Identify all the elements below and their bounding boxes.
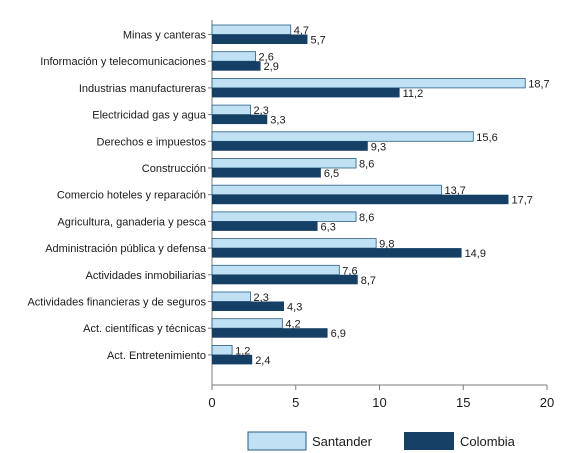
- bar-santander: [211, 211, 357, 222]
- data-label-santander: 2,3: [254, 105, 269, 117]
- bar-santander: [211, 78, 526, 89]
- bar-santander: [211, 318, 283, 329]
- category-label: Electricidad gas y agua: [92, 110, 207, 122]
- bars: [211, 24, 526, 365]
- bar-colombia: [212, 274, 358, 285]
- category-label: Administración pública y defensa: [45, 243, 207, 255]
- bar-santander: [211, 24, 292, 35]
- legend-swatch-colombia: [404, 432, 454, 450]
- bar-colombia: [212, 221, 318, 231]
- x-tick-label: 10: [372, 395, 386, 410]
- bar-colombia: [212, 114, 268, 125]
- data-label-santander: 4,2: [285, 319, 300, 331]
- category-label: Minas y canteras: [123, 30, 207, 42]
- category-label: Derechos e impuestos: [97, 136, 207, 148]
- x-tick-label: 0: [208, 395, 215, 410]
- legend-swatch-santander: [247, 431, 307, 451]
- category-label: Agricultura, ganaderia y pesca: [57, 216, 206, 228]
- bar-colombia: [212, 34, 308, 44]
- bar-santander: [211, 184, 442, 196]
- data-label-santander: 15,6: [476, 132, 497, 144]
- labels: Minas y canteras 4,75,7 Información y tele…: [27, 25, 549, 367]
- data-label-santander: 13,7: [444, 185, 465, 197]
- category-label: Información y telecomunicaciones: [40, 56, 206, 68]
- category-label: Industrias manufactureras: [79, 83, 207, 95]
- bar-santander: [211, 131, 474, 142]
- category-label: Act. científicas y técnicas: [83, 323, 206, 335]
- legend-label-santander: Santander: [312, 434, 373, 449]
- bar-colombia: [212, 194, 509, 205]
- bar-colombia: [212, 87, 400, 98]
- data-label-santander: 8,6: [359, 159, 374, 171]
- bar-santander: [211, 238, 377, 249]
- bar-santander: [211, 264, 340, 276]
- data-label-colombia: 6,3: [321, 221, 336, 233]
- data-label-colombia: 8,7: [361, 275, 376, 287]
- x-tick-label: 20: [540, 395, 554, 410]
- data-label-colombia: 6,5: [324, 168, 339, 180]
- data-label-colombia: 3,3: [270, 115, 285, 127]
- data-label-colombia: 2,9: [264, 61, 279, 73]
- bar-colombia: [212, 248, 462, 258]
- legend-label-colombia: Colombia: [460, 434, 516, 449]
- data-label-santander: 2,3: [254, 292, 269, 304]
- bar-santander: [211, 51, 256, 62]
- bar-santander: [211, 344, 233, 356]
- data-label-santander: 4,7: [294, 25, 309, 37]
- bar-santander: [211, 291, 251, 302]
- data-label-santander: 7,6: [342, 265, 357, 277]
- category-label: Actividades inmobiliarias: [86, 270, 207, 282]
- bar-colombia: [212, 354, 253, 365]
- bar-colombia: [212, 301, 285, 311]
- data-label-colombia: 5,7: [310, 35, 325, 47]
- data-label-santander: 18,7: [528, 78, 549, 90]
- bar-colombia: [212, 61, 261, 71]
- category-label: Actividades financieras y de seguros: [27, 297, 206, 309]
- data-label-santander: 9,8: [379, 239, 394, 251]
- bar-santander: [211, 104, 251, 115]
- data-label-santander: 8,6: [359, 212, 374, 224]
- data-label-colombia: 6,9: [331, 328, 346, 340]
- data-label-santander: 2,6: [259, 52, 274, 64]
- data-label-colombia: 4,3: [287, 302, 302, 314]
- category-label: Act. Entretenimiento: [107, 350, 206, 362]
- category-label: Comercio hoteles y reparación: [57, 190, 206, 202]
- data-label-colombia: 17,7: [511, 195, 532, 207]
- bar-colombia: [212, 328, 328, 338]
- category-label: Construcción: [142, 163, 206, 175]
- bar-colombia: [212, 141, 368, 151]
- data-label-santander: 1,2: [235, 345, 250, 357]
- bar-santander: [211, 158, 357, 169]
- data-label-colombia: 9,3: [371, 141, 386, 153]
- x-tick-label: 15: [456, 395, 470, 410]
- legend: Santander Colombia: [247, 431, 516, 451]
- bar-colombia: [212, 168, 321, 178]
- data-label-colombia: 2,4: [255, 355, 270, 367]
- x-tick-label: 5: [292, 395, 299, 410]
- data-label-colombia: 14,9: [465, 248, 486, 260]
- data-label-colombia: 11,2: [403, 88, 424, 100]
